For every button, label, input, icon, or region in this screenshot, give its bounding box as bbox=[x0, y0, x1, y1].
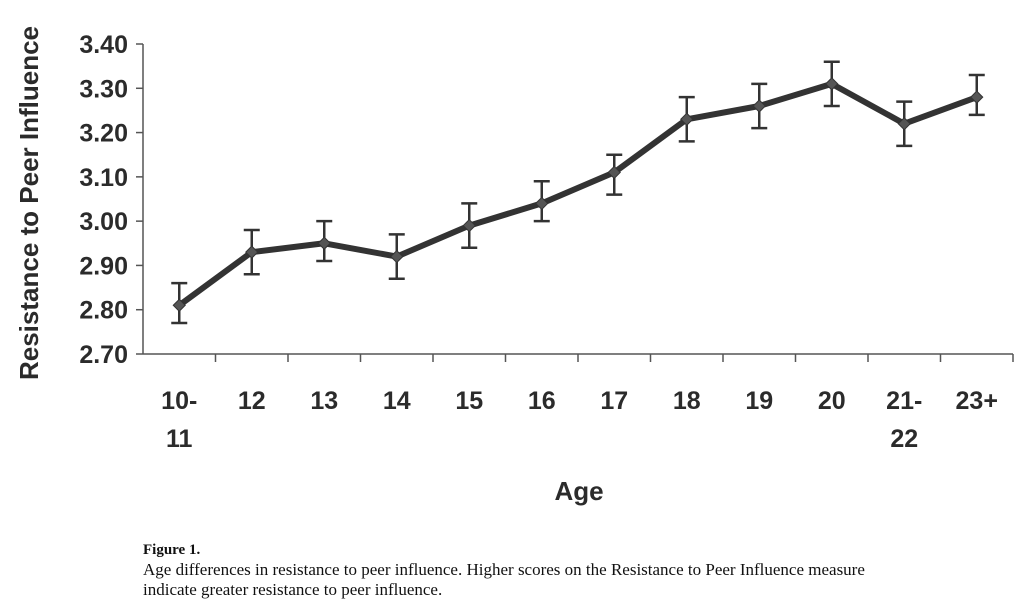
x-tick-label: 19 bbox=[745, 387, 773, 415]
y-tick-label: 3.10 bbox=[79, 164, 128, 192]
x-tick-label-line: 22 bbox=[890, 425, 918, 453]
x-tick-label: 13 bbox=[310, 387, 338, 415]
x-tick-label: 17 bbox=[600, 387, 628, 415]
x-tick-label-line: 19 bbox=[745, 387, 773, 415]
x-tick-label-line: 10- bbox=[161, 387, 197, 415]
axes bbox=[142, 44, 1013, 355]
x-tick-label: 23+ bbox=[956, 387, 998, 415]
x-tick-label: 12 bbox=[238, 387, 266, 415]
data-point-marker bbox=[897, 117, 911, 131]
x-tick-label-line: 15 bbox=[455, 387, 483, 415]
x-tick-label: 21-22 bbox=[886, 387, 922, 453]
y-tick-label: 2.90 bbox=[79, 252, 128, 280]
x-tick-label: 20 bbox=[818, 387, 846, 415]
data-point-marker bbox=[680, 112, 694, 126]
x-tick-label: 18 bbox=[673, 387, 701, 415]
y-axis-title: Resistance to Peer Influence bbox=[14, 26, 44, 380]
x-tick-label-line: 17 bbox=[600, 387, 628, 415]
x-tick-label: 10-11 bbox=[161, 387, 197, 453]
x-tick-label-line: 16 bbox=[528, 387, 556, 415]
x-tick-label-line: 20 bbox=[818, 387, 846, 415]
y-tick-label: 3.40 bbox=[79, 31, 128, 59]
figure-caption: Figure 1. Age differences in resistance … bbox=[143, 540, 903, 600]
series-line bbox=[177, 80, 978, 308]
data-point-marker bbox=[317, 236, 331, 250]
x-tick-label-line: 23+ bbox=[956, 387, 998, 415]
data-point-marker bbox=[825, 77, 839, 91]
data-point-marker bbox=[245, 245, 259, 259]
x-tick-label-line: 12 bbox=[238, 387, 266, 415]
data-point-marker bbox=[607, 165, 621, 180]
y-tick-label: 3.20 bbox=[79, 120, 128, 148]
line-chart: 2.702.802.903.003.103.203.303.40 10-1112… bbox=[14, 26, 1014, 506]
data-point-marker bbox=[535, 196, 549, 211]
data-point-marker bbox=[970, 90, 984, 104]
x-tick-label-line: 13 bbox=[310, 387, 338, 415]
data-point-marker bbox=[172, 298, 186, 312]
caption-text: Age differences in resistance to peer in… bbox=[143, 560, 865, 599]
x-tick-label-line: 18 bbox=[673, 387, 701, 415]
data-point-marker bbox=[752, 99, 766, 113]
y-tick-label: 3.00 bbox=[79, 208, 128, 236]
x-tick-label: 14 bbox=[383, 387, 411, 415]
y-tick-label: 2.70 bbox=[79, 341, 128, 369]
data-point-marker bbox=[462, 218, 476, 233]
x-tick-label-line: 14 bbox=[383, 387, 411, 415]
x-tick-label: 16 bbox=[528, 387, 556, 415]
error-bars bbox=[171, 60, 985, 325]
data-point-marker bbox=[390, 249, 404, 264]
y-tick-labels: 2.70 2.80 2.90 3.00 3.10 3.20 3.30 3.40 bbox=[79, 31, 143, 369]
caption-title: Figure 1. bbox=[143, 542, 201, 558]
y-tick-label: 2.80 bbox=[79, 297, 128, 325]
x-tick-label-line: 11 bbox=[166, 425, 193, 453]
x-tick-label-line: 21- bbox=[886, 387, 922, 415]
x-tick-label: 15 bbox=[455, 387, 483, 415]
y-tick-label: 3.30 bbox=[79, 75, 128, 103]
data-series bbox=[172, 77, 984, 312]
x-axis-title: Age bbox=[554, 476, 603, 506]
